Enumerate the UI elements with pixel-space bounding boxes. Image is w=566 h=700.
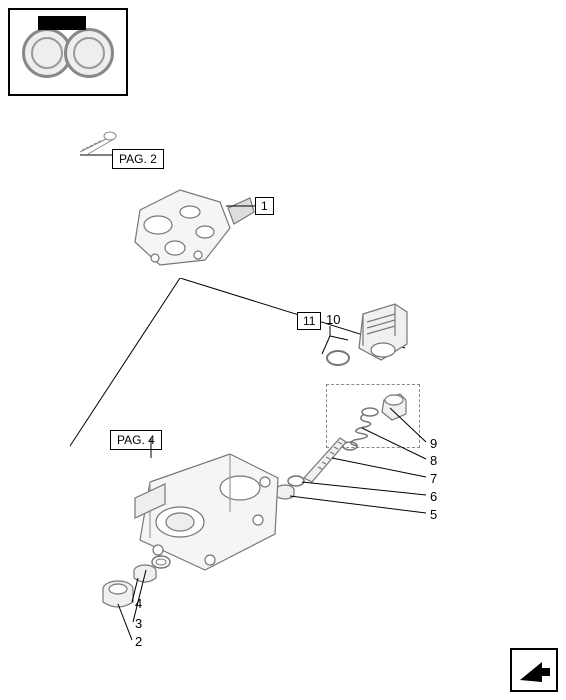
leader-10-11: [318, 326, 358, 366]
callout-8: 8: [430, 453, 437, 468]
part-screw: [70, 128, 118, 156]
callout-2: 2: [135, 634, 142, 649]
page-ref-2: PAG. 2: [112, 149, 164, 169]
leader-1: [226, 205, 256, 207]
nav-icon-box[interactable]: [510, 648, 558, 692]
callout-1: 1: [255, 197, 274, 215]
callout-7: 7: [430, 471, 437, 486]
callout-3: 3: [135, 616, 142, 631]
reference-thumbnail: [8, 8, 128, 96]
part-housing: [110, 442, 290, 582]
callout-10: 10: [326, 312, 340, 327]
callout-9: 9: [430, 436, 437, 451]
callout-4: 4: [135, 596, 142, 611]
leader-pag4: [150, 438, 152, 458]
arrow-icon: [512, 650, 556, 690]
callout-5: 5: [430, 507, 437, 522]
redacted-bar: [38, 16, 86, 30]
leaders-5to9: [286, 402, 432, 518]
callout-6: 6: [430, 489, 437, 504]
wheel-illustration: [64, 28, 114, 78]
part-pump-assembly: [110, 170, 266, 290]
